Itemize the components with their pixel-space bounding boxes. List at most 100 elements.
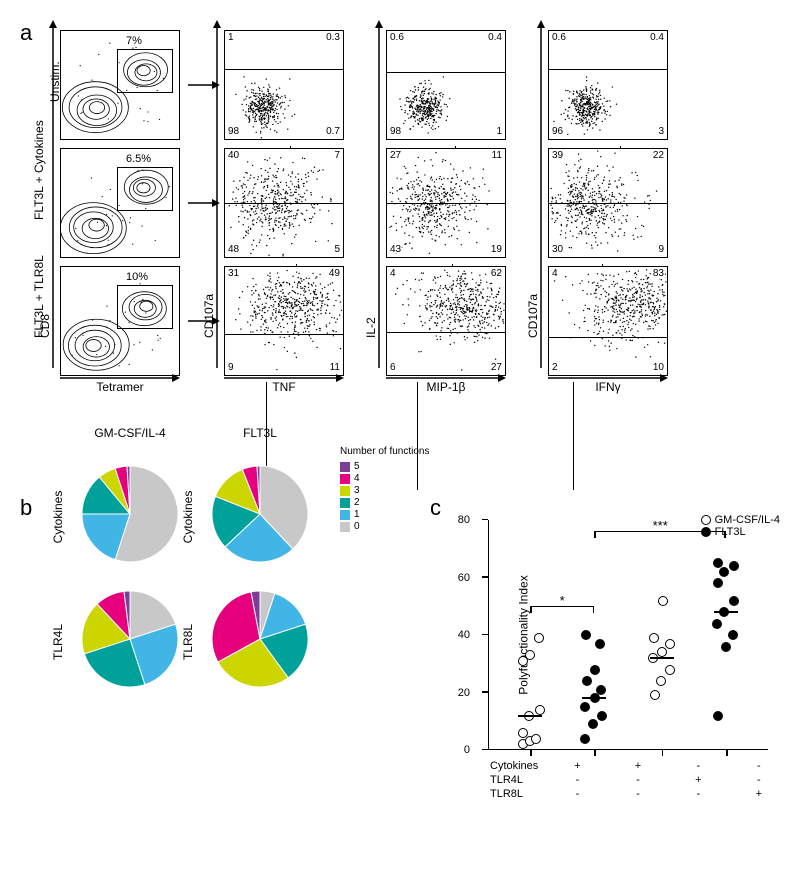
panel-label-c: c — [430, 495, 441, 521]
data-point — [582, 676, 592, 686]
data-point — [713, 578, 723, 588]
condition-cell: + — [669, 774, 727, 786]
data-point — [525, 650, 535, 660]
legend-item-label: 5 — [354, 461, 360, 472]
y-axis-label: IL-2 — [364, 317, 378, 338]
legend-item: 3 — [340, 485, 430, 496]
median-bar — [650, 657, 674, 659]
legend-item-label: 1 — [354, 509, 360, 520]
legend-swatch — [340, 462, 350, 472]
data-point — [657, 647, 667, 657]
condition-cell: + — [548, 760, 606, 772]
x-tick — [726, 750, 728, 756]
pie-chart: Cytokines — [80, 464, 180, 569]
data-point — [729, 561, 739, 571]
data-point — [650, 690, 660, 700]
quadrant-plot: 0.60.4963 — [548, 30, 668, 140]
y-tick-label: 60 — [458, 572, 470, 584]
median-bar — [518, 715, 542, 717]
quadrant-pct: 22 — [652, 151, 665, 161]
pie-column-title: FLT3L — [210, 426, 310, 440]
y-tick — [482, 749, 488, 751]
legend-item-label: 2 — [354, 497, 360, 508]
data-point — [595, 639, 605, 649]
quadrant-pct: 4 — [389, 269, 397, 279]
median-bar — [582, 697, 606, 699]
quadrant-pct: 4 — [551, 269, 559, 279]
x-tick — [662, 750, 664, 756]
quadrant-pct: 43 — [389, 245, 402, 255]
quadrant-plot: 3149911 — [224, 266, 344, 376]
condition-cell: - — [669, 788, 727, 800]
quadrant-pct: 0.4 — [487, 33, 503, 43]
median-bar — [714, 611, 738, 613]
pie-column-title: GM-CSF/IL-4 — [80, 426, 180, 440]
gate-pct-label: 10% — [125, 271, 149, 283]
legend-swatch — [340, 498, 350, 508]
condition-row-label: TLR8L — [490, 788, 546, 800]
condition-row-label: Cytokines — [490, 760, 546, 772]
data-point — [719, 567, 729, 577]
quadrant-plot: 407485 — [224, 148, 344, 258]
y-tick — [482, 519, 488, 521]
x-axis-label: IFNγ — [595, 380, 620, 394]
gate-pct-label: 6.5% — [125, 153, 152, 165]
quadrant-plot: 0.60.4981 — [386, 30, 506, 140]
data-point — [588, 719, 598, 729]
data-point — [596, 685, 606, 695]
panel-a-row: Unstim.7%10.3980.70.60.49810.60.4963 — [60, 30, 780, 140]
condition-cell: - — [609, 774, 667, 786]
data-point — [658, 596, 668, 606]
y-axis-label: CD107a — [202, 294, 216, 338]
data-point — [713, 558, 723, 568]
figure: a Unstim.7%10.3980.70.60.49810.60.4963FL… — [20, 20, 780, 694]
condition-table: Cytokines++--TLR4L--+-TLR8L---+ — [488, 758, 790, 802]
x-axis-label: MIP-1β — [427, 380, 466, 394]
pie-row-label: Cytokines — [181, 487, 195, 547]
quadrant-pct: 30 — [551, 245, 564, 255]
quadrant-plot: 27114319 — [386, 148, 506, 258]
quadrant-plot: 3922309 — [548, 148, 668, 258]
y-axis-label: Polyfunctionality Index — [517, 575, 531, 694]
row-condition-label: FLT3L + Cytokines — [32, 190, 46, 220]
condition-cell: - — [730, 760, 788, 772]
quadrant-pct: 0.7 — [325, 127, 341, 137]
legend-title: Number of functions — [340, 446, 430, 457]
legend-item: 1 — [340, 509, 430, 520]
data-point — [665, 665, 675, 675]
legend-item: 4 — [340, 473, 430, 484]
data-point — [581, 630, 591, 640]
quadrant-pct: 98 — [389, 127, 402, 137]
contour-plot: 6.5% — [60, 148, 180, 258]
y-tick-label: 20 — [458, 687, 470, 699]
contour-plot: 10% — [60, 266, 180, 376]
panel-a-row: FLT3L + TLR8L10%3149911462627483210 — [60, 266, 780, 376]
quadrant-pct: 48 — [227, 245, 240, 255]
quadrant-pct: 1 — [227, 33, 235, 43]
condition-cell: - — [730, 774, 788, 786]
condition-cell: - — [609, 788, 667, 800]
quadrant-pct: 0.3 — [325, 33, 341, 43]
quadrant-pct: 1 — [495, 127, 503, 137]
y-tick-label: 80 — [458, 514, 470, 526]
x-tick — [594, 750, 596, 756]
quadrant-pct: 96 — [551, 127, 564, 137]
data-point — [518, 728, 528, 738]
panel-c: GM-CSF/IL-4FLT3LPolyfunctionality Index0… — [450, 520, 790, 802]
pie-column: FLT3LCytokinesTLR8L — [210, 426, 310, 694]
quadrant-pct: 19 — [490, 245, 503, 255]
data-point — [728, 630, 738, 640]
quadrant-pct: 0.4 — [649, 33, 665, 43]
panel-a: Unstim.7%10.3980.70.60.49810.60.4963FLT3… — [20, 20, 780, 376]
data-point — [729, 596, 739, 606]
quadrant-pct: 49 — [328, 269, 341, 279]
pie-chart: TLR8L — [210, 589, 310, 694]
quadrant-pct: 40 — [227, 151, 240, 161]
y-tick — [482, 691, 488, 693]
quadrant-pct: 39 — [551, 151, 564, 161]
pie-row-label: TLR8L — [181, 612, 195, 672]
gate-box — [117, 49, 173, 93]
legend-swatch — [340, 510, 350, 520]
quadrant-pct: 83 — [652, 269, 665, 279]
quadrant-plot: 462627 — [386, 266, 506, 376]
